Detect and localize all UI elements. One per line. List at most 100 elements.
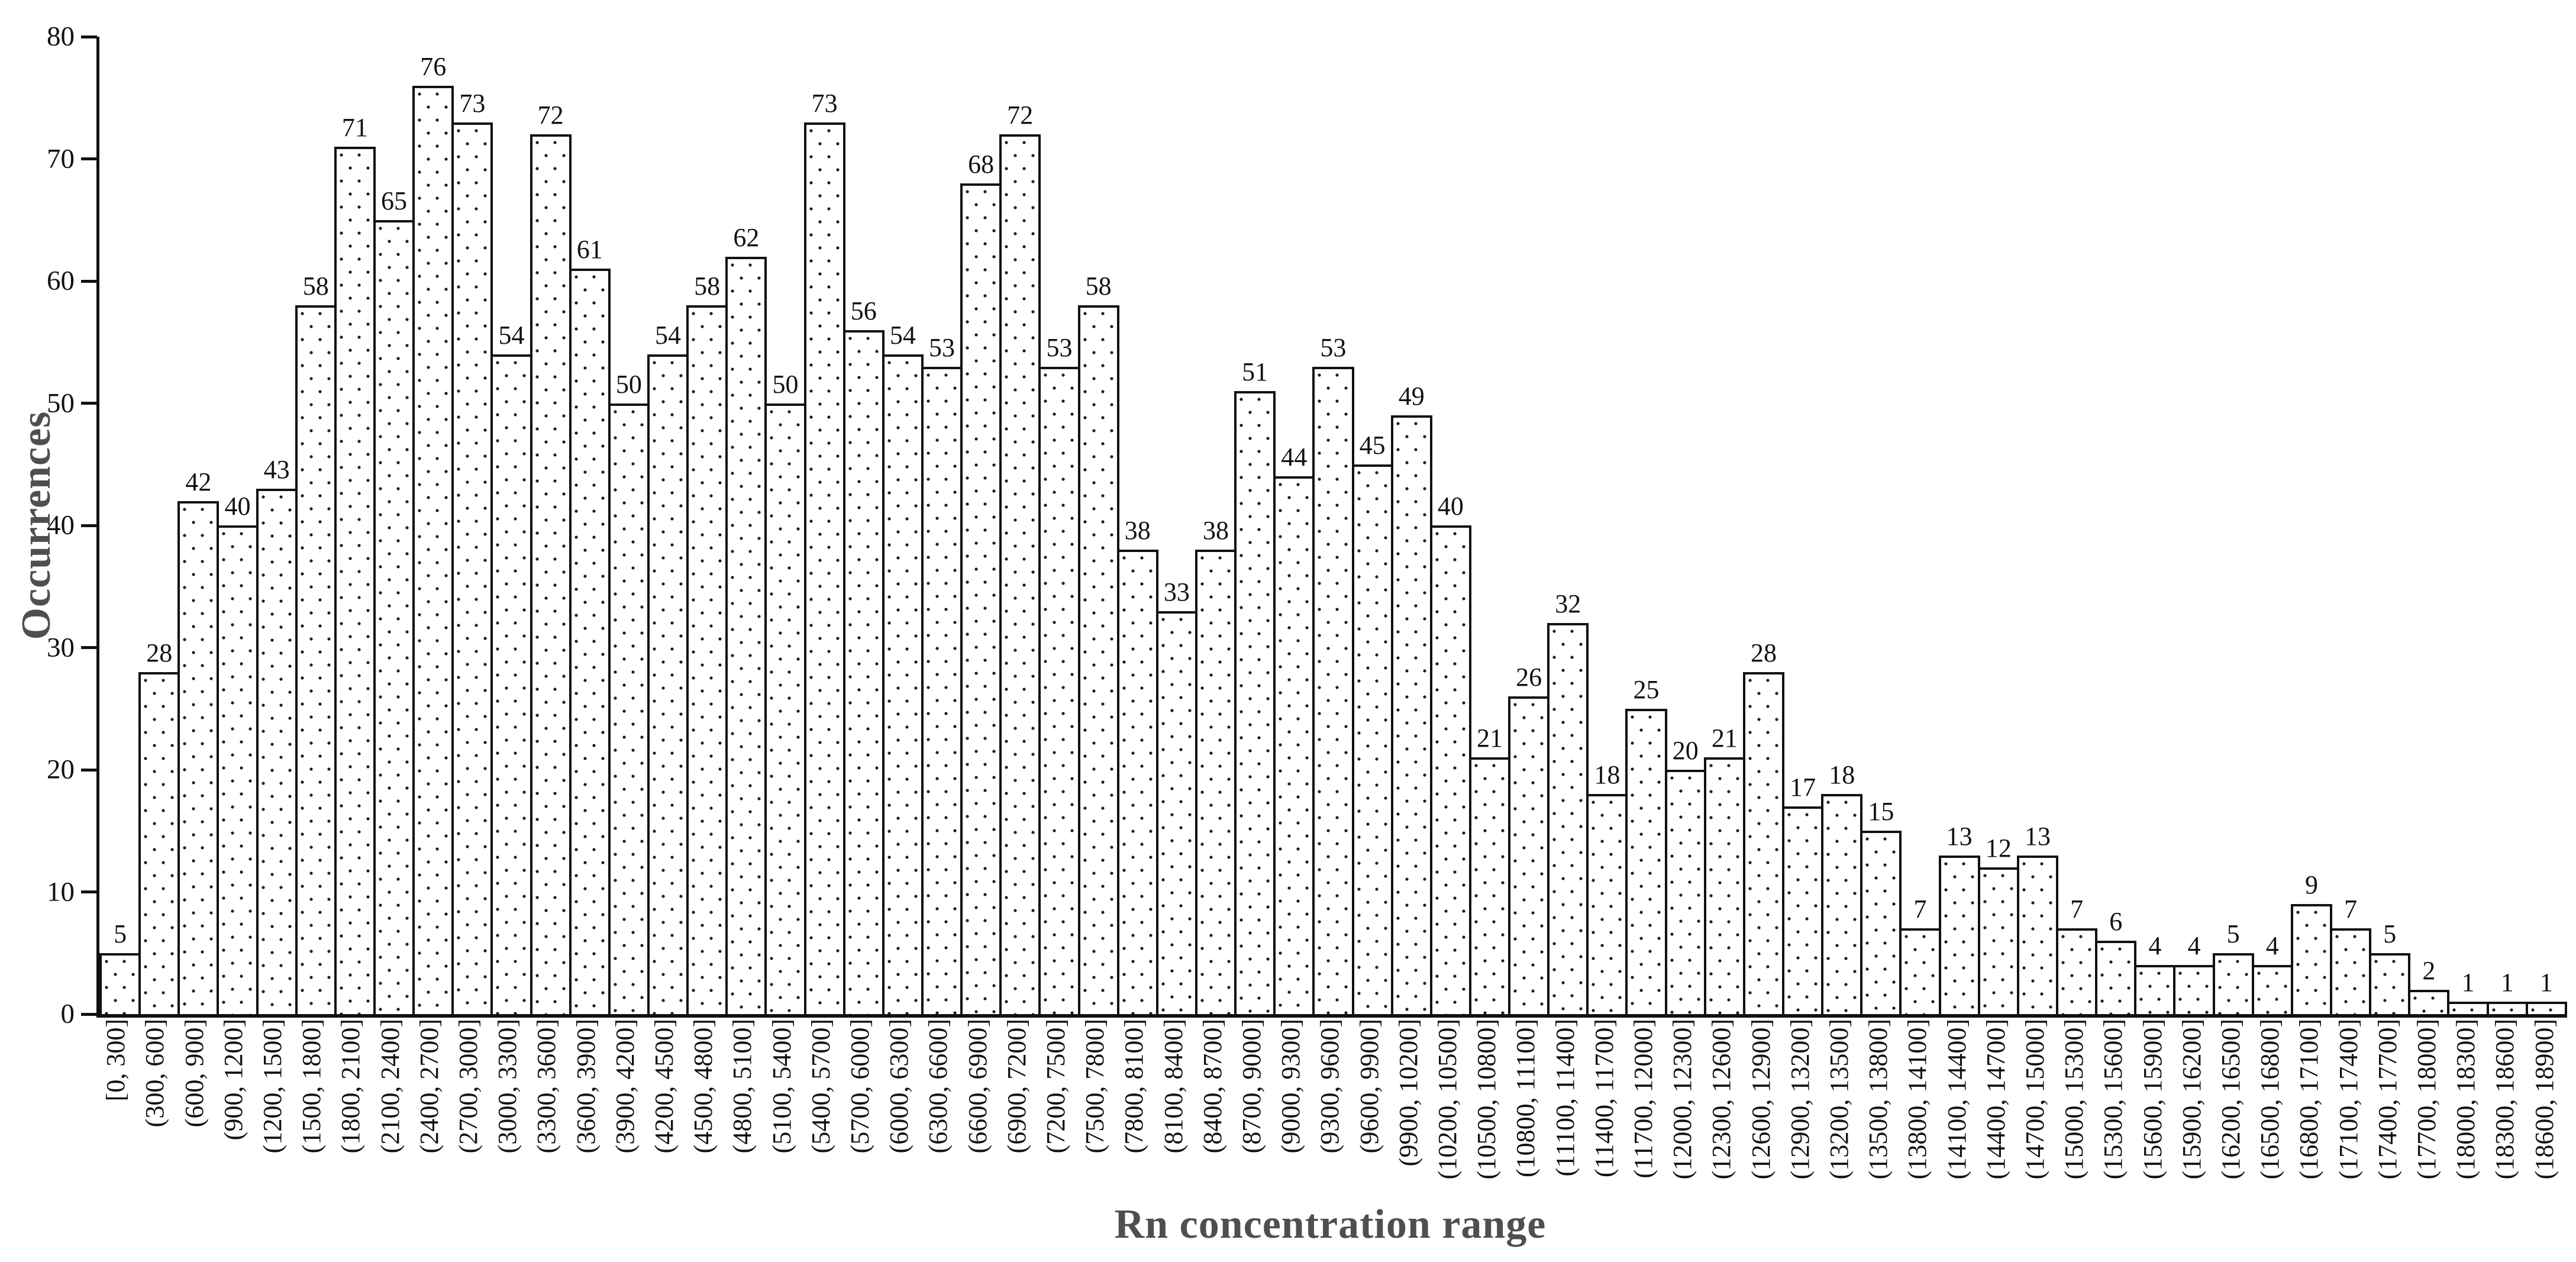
bar-value-label: 18: [1829, 760, 1855, 790]
x-tick-label-cell: (16200, 16500]: [2212, 1019, 2251, 1179]
bar-value-label: 62: [733, 222, 760, 252]
x-tick-label-cell: (3900, 4200]: [606, 1019, 645, 1153]
bar-cell: 38: [1195, 37, 1237, 1014]
bar-cell: 56: [842, 37, 885, 1014]
bar: [2134, 965, 2176, 1014]
x-axis-title: Rn concentration range: [1114, 1202, 1547, 1247]
x-tick-label-cell: (9900, 10200]: [1389, 1019, 1428, 1166]
x-tick-label: (8700, 9000]: [1237, 1019, 1266, 1154]
y-tick-mark: [81, 157, 97, 160]
bar-cell: 58: [295, 37, 337, 1014]
bar-value-label: 50: [772, 369, 799, 399]
bar-value-label: 9: [2304, 870, 2318, 900]
bar: [1860, 831, 1902, 1014]
x-tick-label-cell: (4800, 5100]: [723, 1019, 762, 1153]
bar: [295, 305, 337, 1014]
bar-cell: 21: [1703, 37, 1745, 1014]
x-tick-label: (600, 900]: [179, 1019, 209, 1128]
bar: [1312, 366, 1354, 1014]
x-tick-label: (15900, 16200]: [2177, 1019, 2206, 1180]
x-tick-label: (1800, 2100]: [336, 1019, 366, 1154]
plot-area: 5 28 42 40 43 58 71 65 76 73 54 72 61 50 54 58 62 50 73 56 5…: [96, 37, 2567, 1018]
x-tick-label-cell: (8700, 9000]: [1232, 1019, 1271, 1153]
bar-cell: 53: [921, 37, 963, 1014]
bar-value-label: 13: [2024, 821, 2051, 851]
x-tick-label-cell: (6300, 6600]: [919, 1019, 958, 1153]
bar: [256, 489, 298, 1014]
bar-value-label: 17: [1790, 772, 1816, 802]
bar: [1782, 806, 1824, 1014]
bar: [2290, 904, 2333, 1014]
bar-value-label: 7: [1913, 895, 1927, 924]
x-tick-label: (16500, 16800]: [2255, 1019, 2285, 1180]
bar-cell: 4: [2134, 37, 2176, 1014]
bar-value-label: 53: [929, 333, 955, 362]
x-tick-label: (15300, 15600]: [2099, 1019, 2128, 1180]
bar-value-label: 5: [114, 919, 127, 948]
bar: [1742, 672, 1785, 1014]
bar-value-label: 53: [1320, 333, 1347, 362]
x-tick-label-cell: (2400, 2700]: [410, 1019, 449, 1153]
bar: [1234, 390, 1276, 1014]
bar-cell: 25: [1625, 37, 1667, 1014]
y-tick-mark: [81, 1012, 97, 1016]
bar: [373, 220, 415, 1014]
x-tick-label-cell: (5700, 6000]: [841, 1019, 880, 1153]
x-tick-label: (8100, 8400]: [1158, 1019, 1188, 1154]
bar: [412, 85, 454, 1014]
y-tick-label: 70: [47, 143, 75, 174]
x-tick-label: (11400, 11700]: [1589, 1019, 1619, 1178]
x-tick-label: (6000, 6300]: [885, 1019, 914, 1154]
bar-cell: 38: [1116, 37, 1158, 1014]
x-tick-label: (14100, 14400]: [1942, 1019, 1971, 1180]
bar-cell: 28: [138, 37, 180, 1014]
x-tick-label: (10800, 11100]: [1511, 1019, 1541, 1178]
bar: [2525, 1002, 2567, 1014]
bar-cell: 50: [764, 37, 806, 1014]
x-tick-label: (3300, 3600]: [532, 1019, 561, 1154]
x-tick-label-cell: (15900, 16200]: [2173, 1019, 2212, 1179]
x-tick-label: (3600, 3900]: [571, 1019, 601, 1154]
x-tick-label: (9300, 9600]: [1315, 1019, 1345, 1154]
bar-value-label: 42: [185, 467, 212, 496]
bar: [1116, 550, 1158, 1014]
bar-value-label: 56: [850, 296, 877, 325]
bar: [2095, 941, 2137, 1014]
y-tick-label: 0: [60, 998, 75, 1029]
bar-cell: 1: [2486, 37, 2528, 1014]
bar-cell: 1: [2447, 37, 2489, 1014]
bar: [2447, 1002, 2489, 1014]
x-tick-label: (18300, 18600]: [2490, 1019, 2520, 1180]
bar-value-label: 7: [2344, 895, 2358, 924]
x-tick-label: (5700, 6000]: [845, 1019, 874, 1154]
bar-value-label: 58: [694, 272, 721, 301]
x-tick-label-cell: (1500, 1800]: [292, 1019, 331, 1153]
bar: [1077, 305, 1119, 1014]
x-tick-label: (17100, 17400]: [2333, 1019, 2363, 1180]
bar: [2408, 989, 2450, 1014]
bar-cell: 5: [99, 37, 141, 1014]
bar-value-label: 28: [146, 638, 173, 667]
bar-cell: 7: [2330, 37, 2372, 1014]
bar: [725, 256, 767, 1014]
bar: [1390, 415, 1432, 1014]
bar: [1468, 757, 1511, 1014]
bar: [451, 122, 493, 1014]
bar: [2486, 1002, 2528, 1014]
bar-cell: 53: [1312, 37, 1354, 1014]
bar: [217, 525, 259, 1014]
bar-value-label: 73: [811, 88, 838, 118]
x-tick-label-cell: (8400, 8700]: [1193, 1019, 1232, 1153]
bar-value-label: 4: [2265, 931, 2279, 961]
bar-value-label: 13: [1946, 821, 1973, 851]
bar-value-label: 45: [1359, 430, 1386, 460]
x-tick-label: (14700, 15000]: [2020, 1019, 2050, 1180]
x-tick-label: (10200, 10500]: [1433, 1019, 1462, 1180]
y-tick-label: 20: [47, 754, 75, 785]
bar-value-label: 44: [1281, 443, 1308, 472]
x-tick-label: (17400, 17700]: [2372, 1019, 2402, 1180]
x-tick-label: (4200, 4500]: [649, 1019, 679, 1154]
x-tick-label-cell: (16500, 16800]: [2251, 1019, 2290, 1179]
bar-cell: 28: [1742, 37, 1785, 1014]
bar: [1351, 464, 1393, 1014]
